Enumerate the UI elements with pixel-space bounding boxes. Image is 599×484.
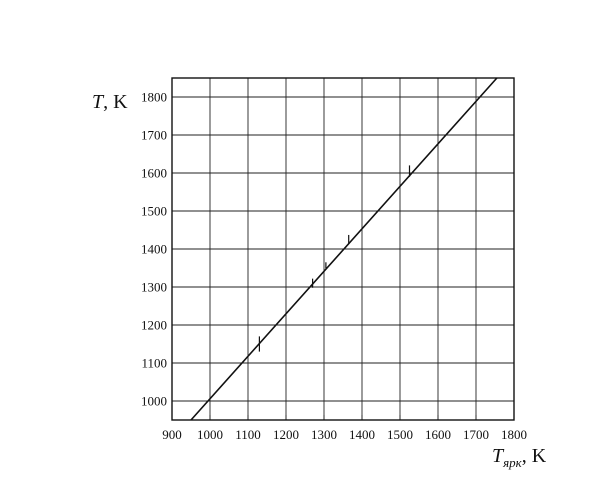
x-axis-title: Tярк, K xyxy=(492,445,547,470)
x-tick-label: 1400 xyxy=(349,427,375,442)
y-tick-label: 1700 xyxy=(141,128,167,143)
x-tick-labels: 900 1000 1100 1200 1300 1400 1500 1600 1700 1800 xyxy=(162,427,527,442)
y-tick-labels: 1000 1100 1200 1300 1400 1500 1600 1700 1800 xyxy=(141,90,167,409)
x-tick-label: 1300 xyxy=(311,427,337,442)
x-tick-label: 1500 xyxy=(387,427,413,442)
y-tick-label: 1500 xyxy=(141,204,167,219)
series-line xyxy=(190,77,498,421)
x-tick-label: 900 xyxy=(162,427,182,442)
y-tick-label: 1600 xyxy=(141,166,167,181)
data-layer xyxy=(190,77,498,421)
y-tick-label: 1300 xyxy=(141,280,167,295)
x-tick-label: 1000 xyxy=(197,427,223,442)
y-tick-label: 1800 xyxy=(141,90,167,105)
x-tick-label: 1100 xyxy=(235,427,261,442)
x-tick-label: 1600 xyxy=(425,427,451,442)
x-tick-label: 1200 xyxy=(273,427,299,442)
grid xyxy=(171,78,515,420)
y-tick-label: 1400 xyxy=(141,242,167,257)
y-tick-label: 1000 xyxy=(141,394,167,409)
x-tick-label: 1700 xyxy=(463,427,489,442)
x-tick-label: 1800 xyxy=(501,427,527,442)
y-tick-label: 1200 xyxy=(141,318,167,333)
y-tick-label: 1100 xyxy=(141,356,167,371)
plot-frame xyxy=(171,77,515,421)
y-axis-title: T, K xyxy=(92,91,128,113)
